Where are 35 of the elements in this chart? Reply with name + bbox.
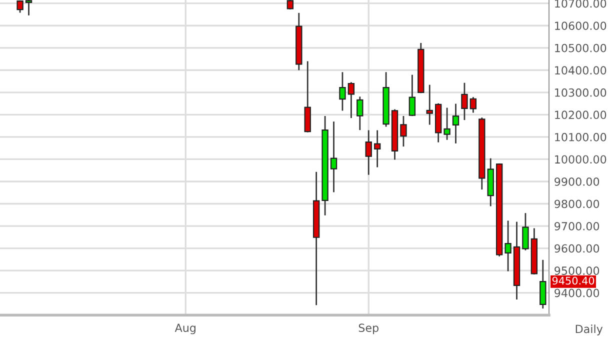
candlestick — [522, 213, 529, 250]
candlestick — [452, 104, 460, 144]
candlestick — [400, 116, 407, 147]
candlestick — [444, 108, 450, 140]
y-tick-label: 10100.00 — [555, 132, 606, 142]
y-tick-label: 9900.00 — [554, 177, 600, 186]
candlestick — [348, 82, 355, 118]
y-tick-label: 10200.00 — [555, 110, 606, 120]
y-tick-label: 10500.00 — [555, 44, 606, 52]
y-tick-label: 9500.00 — [554, 266, 600, 275]
x-tick-label: Aug — [174, 324, 196, 334]
candlestick — [25, 0, 32, 16]
y-tick-label: 9800.00 — [554, 200, 600, 208]
y-tick-label: 10400.00 — [555, 66, 606, 75]
text: 9450.40 — [552, 276, 594, 285]
candlestick — [426, 84, 433, 125]
candlestick — [470, 97, 477, 113]
candlestick — [504, 220, 512, 272]
candlestick — [461, 82, 468, 120]
candlestick — [356, 96, 364, 130]
y-tick-label: 10600.00 — [555, 22, 606, 30]
candlestick — [16, 0, 24, 13]
y-tick-label: 9600.00 — [554, 244, 600, 253]
candlestick — [330, 122, 338, 192]
text: Daily — [576, 324, 603, 336]
candlestick — [339, 72, 346, 111]
candlestick — [374, 130, 381, 168]
y-tick-label: 9400.00 — [554, 288, 600, 298]
candlestick — [365, 130, 372, 175]
candlestick — [408, 74, 416, 116]
candlestick — [540, 260, 546, 308]
x-tick-label: Sep — [358, 324, 378, 334]
y-tick-label: 10000.00 — [555, 155, 606, 164]
y-tick-label: 9700.00 — [554, 222, 600, 230]
y-tick-label: 10300.00 — [555, 88, 606, 97]
